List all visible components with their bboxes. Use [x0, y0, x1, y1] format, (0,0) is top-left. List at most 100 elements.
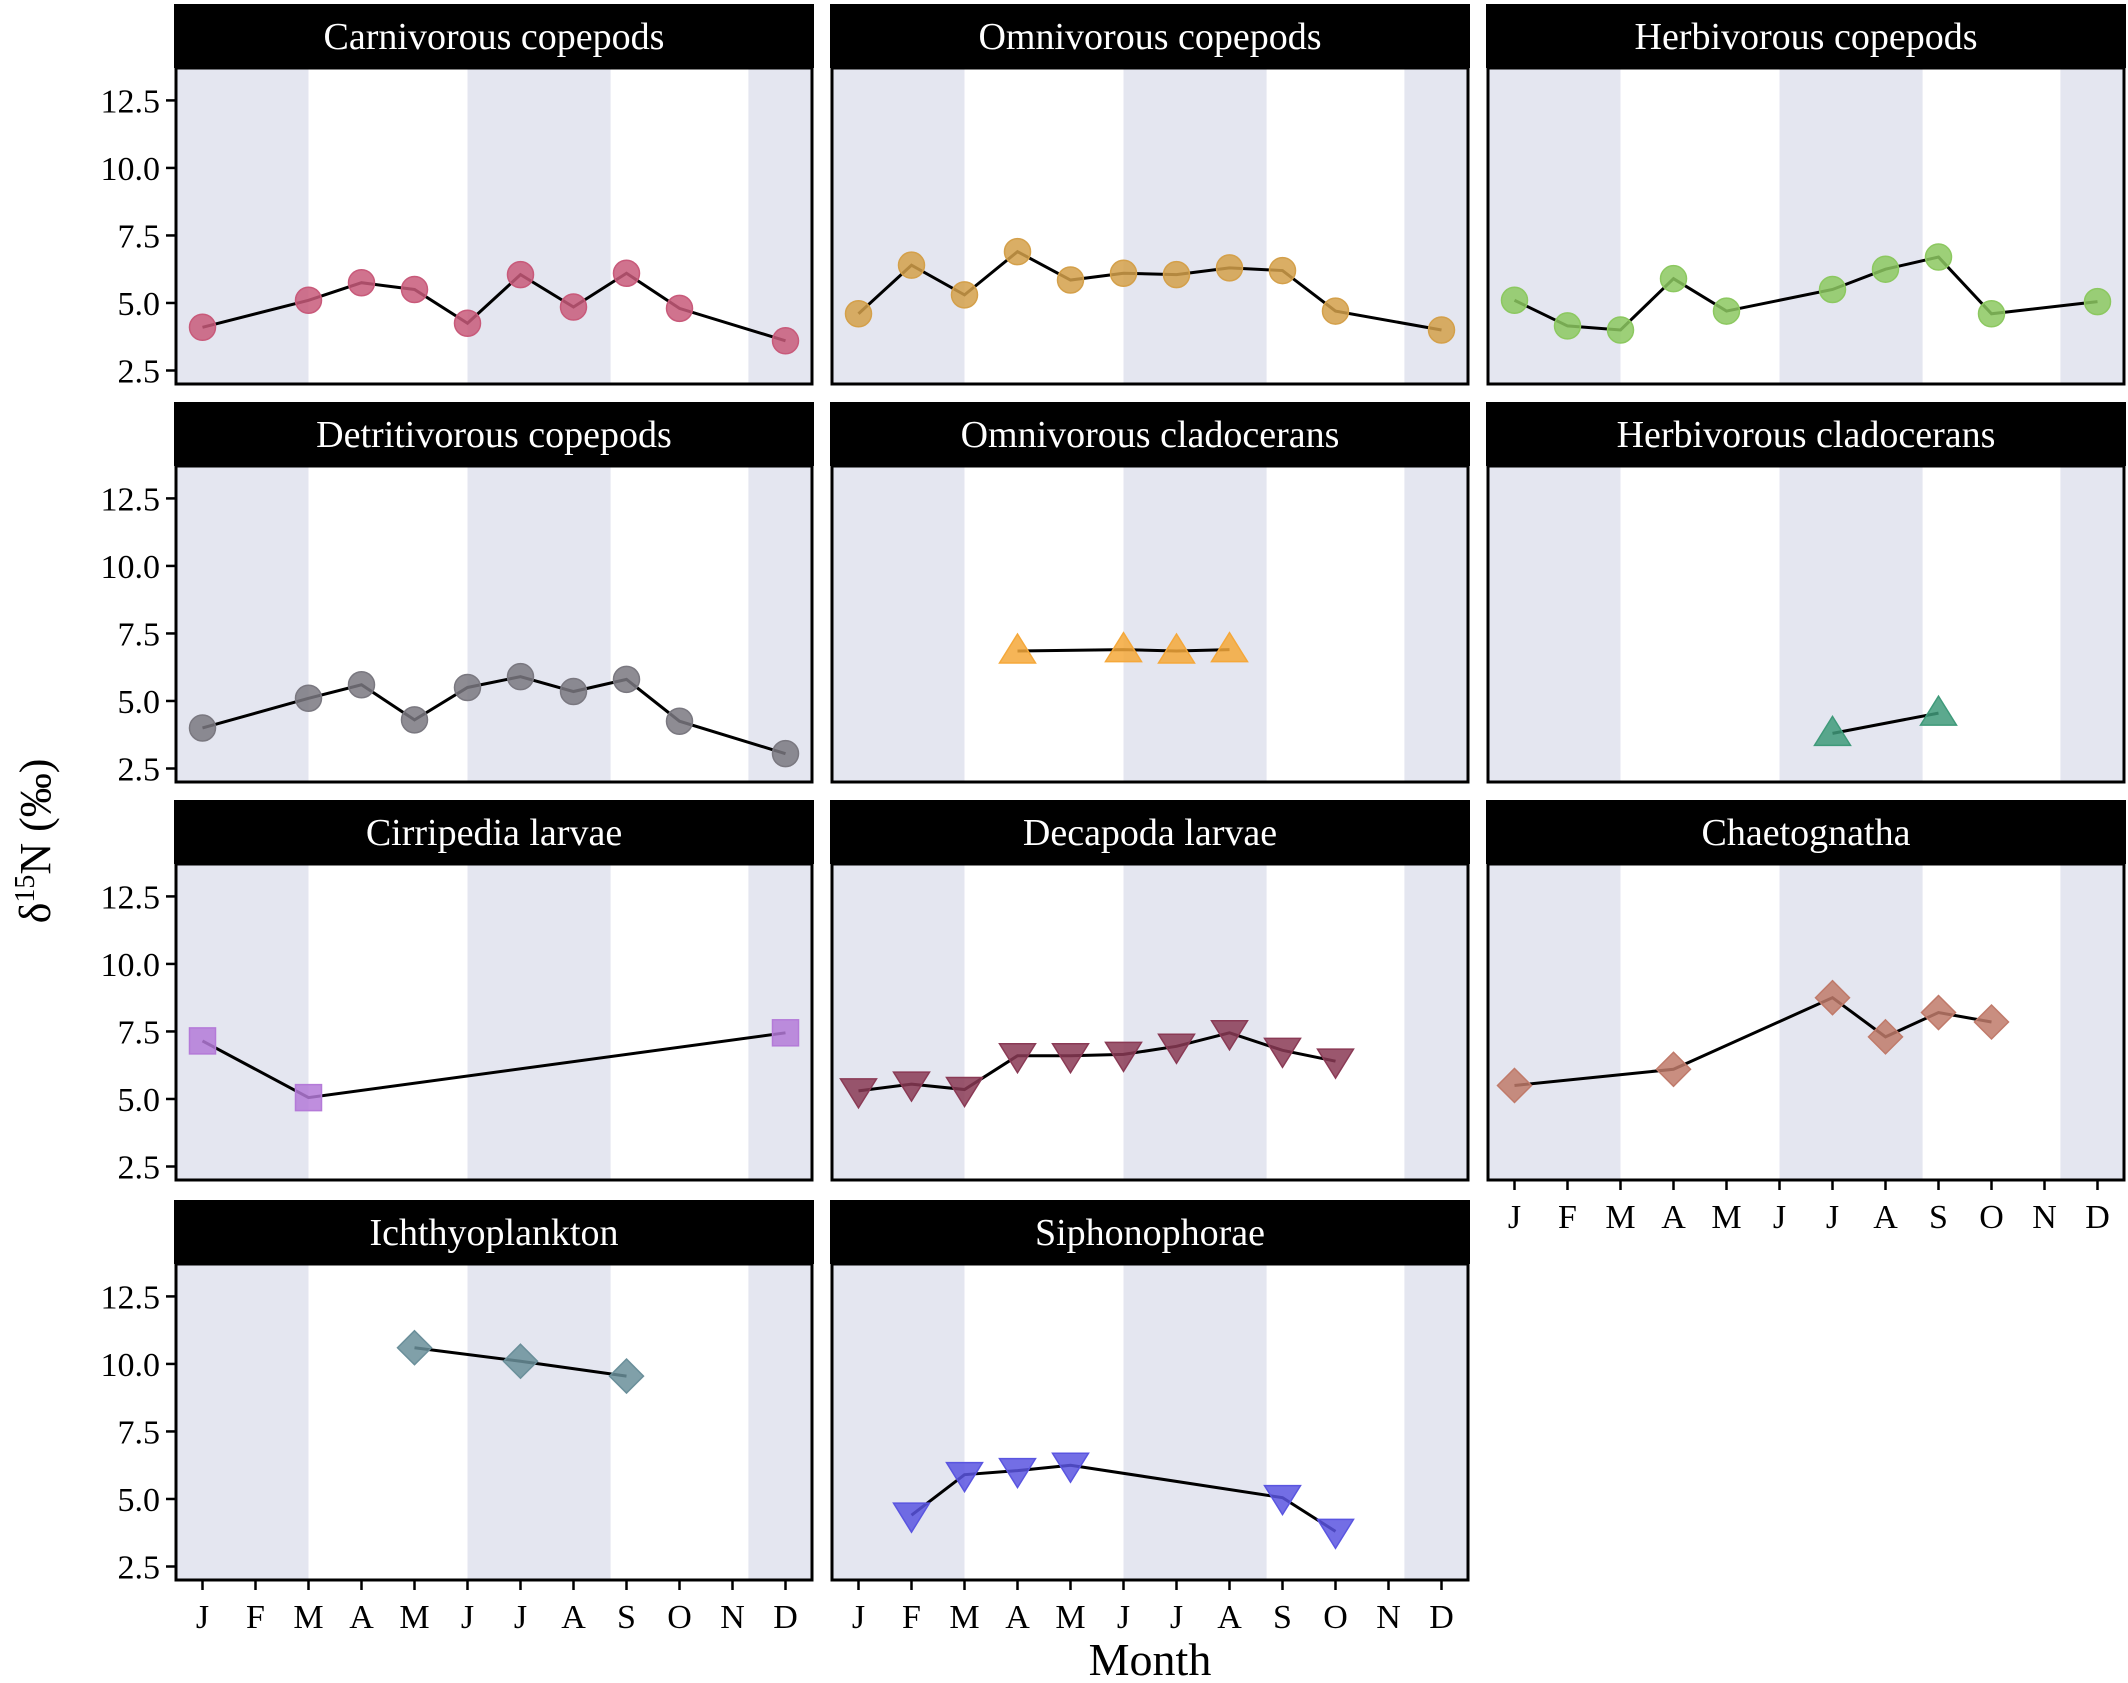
- season-band: [467, 466, 611, 782]
- x-tick-label: M: [293, 1599, 323, 1636]
- season-band: [467, 864, 611, 1180]
- data-point: [188, 1027, 217, 1055]
- data-point: [771, 1019, 800, 1047]
- panel-title: Omnivorous cladocerans: [961, 414, 1340, 456]
- x-tick-label: O: [667, 1599, 692, 1636]
- season-band: [1779, 68, 1923, 384]
- panel-title: Chaetognatha: [1702, 812, 1911, 854]
- y-tick-label: 2.5: [118, 353, 161, 390]
- panel-header: [174, 800, 814, 864]
- data-point: [998, 1457, 1037, 1490]
- plot-frame: [1486, 862, 2126, 1182]
- data-point: [1427, 316, 1456, 344]
- panel-title: Carnivorous copepods: [324, 16, 665, 58]
- x-tick-label: N: [720, 1599, 745, 1636]
- data-point: [1210, 1020, 1249, 1052]
- data-point: [347, 671, 376, 699]
- data-point: [1263, 1037, 1302, 1069]
- x-tick-label: A: [1005, 1599, 1030, 1636]
- x-tick-label: M: [949, 1599, 979, 1636]
- season-band: [832, 864, 965, 1180]
- x-tick-label: O: [1979, 1199, 2004, 1236]
- y-tick-label: 5.0: [118, 286, 161, 323]
- season-band: [832, 1264, 965, 1580]
- y-tick-label: 5.0: [118, 1482, 161, 1519]
- panel: Herbivorous copepods: [1486, 4, 2126, 386]
- plot-frame: [174, 66, 814, 386]
- x-tick-label: S: [617, 1599, 636, 1636]
- season-band: [832, 466, 965, 782]
- y-axis-label-suffix: N (‰): [11, 759, 60, 875]
- x-tick-label: J: [196, 1599, 209, 1636]
- x-tick-label: A: [1873, 1199, 1898, 1236]
- data-point: [665, 294, 694, 323]
- season-band: [1123, 1264, 1267, 1580]
- panel-header: [830, 4, 1470, 68]
- panel-header: [830, 1200, 1470, 1264]
- panel-title: Decapoda larvae: [1023, 812, 1277, 854]
- x-axis-label: Month: [1089, 1634, 1212, 1683]
- panel: Omnivorous copepods: [830, 4, 1470, 386]
- x-tick-label: J: [1826, 1199, 1839, 1236]
- y-axis-label: δ15N (‰): [10, 759, 60, 924]
- data-point: [998, 1043, 1037, 1075]
- panel-header: [1486, 4, 2126, 68]
- season-band: [1488, 68, 1621, 384]
- data-point: [188, 313, 217, 342]
- data-point: [294, 684, 323, 713]
- panel: Ichthyoplankton: [174, 1200, 814, 1582]
- y-tick-label: 10.0: [101, 947, 161, 984]
- panel: Detritivorous copepods: [174, 402, 814, 784]
- data-point: [1867, 1018, 1904, 1055]
- x-tick-label: A: [561, 1599, 586, 1636]
- season-band: [1404, 864, 1468, 1180]
- data-point: [1655, 1051, 1692, 1088]
- data-point: [1316, 1518, 1355, 1550]
- plot-frame: [830, 66, 1470, 386]
- season-band: [1488, 466, 1621, 782]
- data-point: [1263, 1484, 1302, 1517]
- data-point: [1109, 259, 1138, 288]
- data-point: [945, 1461, 984, 1494]
- season-band: [1488, 864, 1621, 1180]
- series-line: [910, 1463, 1337, 1533]
- season-band: [2060, 68, 2124, 384]
- plot-frame: [1486, 66, 2126, 386]
- data-point: [506, 662, 535, 691]
- panel-title: Herbivorous copepods: [1635, 16, 1978, 58]
- y-tick-label: 5.0: [118, 1082, 161, 1119]
- y-tick-label: 2.5: [118, 1549, 161, 1586]
- data-point: [1496, 1067, 1533, 1104]
- data-point: [396, 1329, 433, 1366]
- x-tick-label: M: [1711, 1199, 1741, 1236]
- season-band: [832, 68, 965, 384]
- x-tick-label: F: [902, 1599, 921, 1636]
- season-band: [2060, 466, 2124, 782]
- data-point: [1818, 275, 1847, 304]
- plot-frame: [830, 1262, 1470, 1582]
- data-point: [1606, 316, 1635, 344]
- data-point: [1973, 1003, 2010, 1041]
- x-tick-label: D: [773, 1599, 798, 1636]
- chart-panels: Carnivorous copepods Omnivorous copepods H…: [174, 4, 2126, 1582]
- data-point: [1210, 631, 1249, 663]
- data-point: [897, 251, 926, 279]
- data-point: [1104, 1041, 1143, 1073]
- data-point: [612, 259, 641, 288]
- series-line: [858, 1031, 1336, 1093]
- series-line: [202, 675, 786, 756]
- season-band: [467, 1264, 611, 1580]
- data-point: [294, 1083, 323, 1112]
- data-point: [1712, 297, 1741, 325]
- y-axis-label-prefix: δ: [11, 903, 60, 924]
- data-point: [400, 706, 429, 734]
- season-band: [1779, 466, 1923, 782]
- panel-header: [830, 800, 1470, 864]
- data-point: [612, 665, 641, 694]
- y-tick-label: 10.0: [101, 549, 161, 586]
- season-band: [1123, 68, 1267, 384]
- data-point: [1321, 297, 1350, 325]
- panel: Decapoda larvae: [830, 800, 1470, 1182]
- x-tick-label: A: [1217, 1599, 1242, 1636]
- series-line: [1832, 711, 1939, 735]
